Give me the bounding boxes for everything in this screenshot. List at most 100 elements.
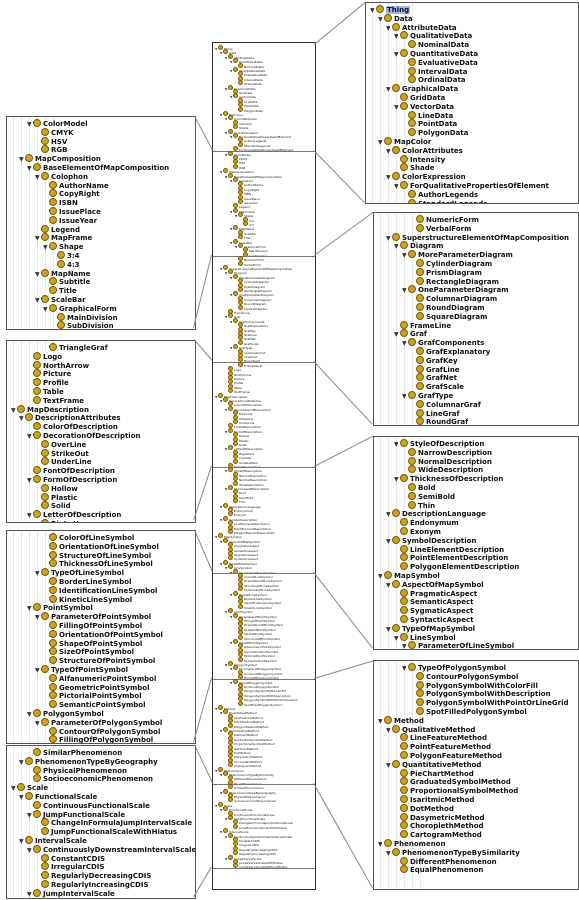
overview-tree-node[interactable]: ▼ AspectOfMapSymbol <box>220 537 260 544</box>
overview-tree-node[interactable]: ▼ FormOfDescription <box>225 427 262 434</box>
tree-node[interactable]: JumpIntervalScaleWithHiatus <box>35 897 167 898</box>
tree-node[interactable]: ThicknessOfLineSymbol <box>43 559 153 568</box>
tree-node[interactable]: Hollow <box>35 483 78 493</box>
tree-node[interactable]: ▼ StyleOfDescription <box>394 439 484 448</box>
overview-tree-node[interactable]: ▼ QuantitativeData <box>230 67 265 73</box>
tree-node[interactable]: StructureOfLineSymbol <box>43 550 151 560</box>
expand-triangle-icon[interactable]: ▼ <box>402 643 407 650</box>
overview-tree-node[interactable]: ▼ AttributeData <box>225 53 254 60</box>
overview-tree-node[interactable]: PolygonData <box>235 106 263 113</box>
tree-node[interactable]: CartogramMethod <box>394 830 482 839</box>
expand-triangle-icon[interactable]: ▼ <box>35 173 40 181</box>
expand-triangle-icon[interactable]: ▼ <box>402 340 407 348</box>
tree-node[interactable]: ColumnarDiagram <box>410 294 497 303</box>
tree-node[interactable]: SygmaticAspect <box>394 606 473 615</box>
expand-triangle-icon[interactable]: ▼ <box>386 86 391 94</box>
expand-triangle-icon[interactable]: ▼ <box>27 811 32 819</box>
tree-node[interactable]: IrregularCDIS <box>35 862 104 871</box>
expand-triangle-icon[interactable]: ▼ <box>19 156 24 164</box>
overview-tree-node[interactable]: ▼ DecorationOfDescription <box>225 405 271 412</box>
overview-tree-node[interactable]: CartogramMethod <box>225 762 261 768</box>
overview-tree-node[interactable]: ▼ DescriptionAttributes <box>220 397 261 403</box>
tree-node[interactable]: ▼ JumpFunctionalScale <box>27 809 125 819</box>
tree-node[interactable]: ContinuousFunctionalScale <box>27 800 150 810</box>
overview-tree-node[interactable]: ▼ Colophon <box>230 177 253 183</box>
overview-tree-node[interactable]: TextFrame <box>225 388 249 394</box>
overview-tree-node[interactable]: ▼ MapFrame <box>230 207 255 214</box>
tree-node[interactable]: ▼ ColorAttributes <box>386 145 463 155</box>
tree-node[interactable]: SemanticPointSymbol <box>43 700 145 709</box>
tree-node[interactable]: PolygonSymbolWithDescription <box>410 689 551 698</box>
tree-node[interactable]: ▼ TypeOfPointSymbol <box>35 665 128 674</box>
overview-tree-node[interactable]: ▼ JumpFunctionalScale <box>225 815 265 821</box>
tree-node[interactable]: GeometricPointSymbol <box>43 682 149 692</box>
tree-node[interactable]: DasymetricMethod <box>394 812 485 822</box>
tree-node[interactable]: ▼ ForQualitativePropertiesOfElement <box>394 181 549 190</box>
tree-node[interactable]: PointData <box>402 119 457 128</box>
overview-tree-node[interactable]: ▼ IntervalScale <box>220 828 249 834</box>
tree-node[interactable]: OrientationOfLineSymbol <box>43 541 159 551</box>
tree-node[interactable]: RegularlyDecreasingCDIS <box>35 871 151 880</box>
expand-triangle-icon[interactable]: ▼ <box>43 305 48 313</box>
overview-tree-node[interactable]: ▼ MapSymbol <box>215 533 242 539</box>
tree-node[interactable]: SemanticAspect <box>394 597 474 606</box>
overview-tree-node[interactable]: Solid <box>230 441 246 447</box>
overview-tree-node[interactable]: PolygonElementDescription <box>225 529 275 535</box>
tree-node[interactable]: ▼ QuantitativeMethod <box>386 759 481 769</box>
expand-triangle-icon[interactable]: ▼ <box>35 297 40 304</box>
tree-node[interactable]: SyntacticAspect <box>394 615 474 624</box>
overview-tree-node[interactable]: ▼ TypeOfPointSymbol <box>230 639 268 645</box>
expand-triangle-icon[interactable]: ▼ <box>394 634 399 642</box>
overview-tree-node[interactable]: ▼ ParameterOfPolygonSymbol <box>230 665 281 671</box>
tree-node[interactable]: ▼ VectorData <box>394 101 454 111</box>
expand-triangle-icon[interactable]: ▼ <box>27 711 32 718</box>
expand-triangle-icon[interactable]: ▼ <box>19 794 24 801</box>
tree-node[interactable]: GrafLine <box>410 364 460 374</box>
tree-node[interactable]: ▼ MapFrame <box>35 233 92 242</box>
overview-tree-node[interactable]: ▼ QualitativeData <box>230 58 263 64</box>
overview-tree-node[interactable]: ▼ Scale <box>215 801 232 808</box>
overview-tree-node[interactable]: VerbalForm <box>235 260 261 267</box>
tree-node[interactable]: StructureOfPointSymbol <box>43 656 155 665</box>
overview-tree-node[interactable]: ▼ QualitativeMethod <box>220 709 257 715</box>
overview-tree-node[interactable]: RGB <box>230 163 245 170</box>
overview-tree-node[interactable]: OrdinalData <box>235 80 262 86</box>
tree-node[interactable]: SimilarPhenomenon <box>27 748 122 757</box>
tree-node[interactable]: GrafKey <box>410 355 458 365</box>
tree-node[interactable]: FontOfDescription <box>27 466 115 475</box>
tree-node[interactable]: ▼ ColorExpression <box>386 172 466 181</box>
overview-tree-node[interactable]: SocioeconomicPhenomenon <box>225 797 276 803</box>
expand-triangle-icon[interactable]: ▼ <box>35 719 40 727</box>
tree-node[interactable]: ▼ SymbolDescription <box>386 535 476 545</box>
overview-tree-node[interactable]: ▼ QuantitativeMethod <box>220 727 259 733</box>
expand-triangle-icon[interactable]: ▼ <box>378 717 383 725</box>
tree-node[interactable]: AuthorLegends <box>402 189 478 199</box>
expand-triangle-icon[interactable]: ▼ <box>386 511 391 519</box>
tree-node[interactable]: OrdinalData <box>402 75 466 84</box>
overview-tree-node[interactable]: ▼ MoreParameterDiagram <box>230 273 275 280</box>
tree-node[interactable]: WideDescription <box>402 465 483 474</box>
overview-tree-node[interactable]: GrafScale <box>235 339 259 346</box>
tree-node[interactable]: ▼ LetterOfDescription <box>27 510 121 519</box>
overview-tree-node[interactable]: ▼ LetterOfDescription <box>225 445 263 451</box>
expand-triangle-icon[interactable]: ▼ <box>378 15 383 23</box>
tree-node[interactable]: PointFeatureMethod <box>394 742 491 751</box>
overview-tree-node[interactable]: ▼ Shape <box>235 212 253 218</box>
overview-tree-node[interactable]: ▼ TypeOfPolygonSymbol <box>230 678 272 685</box>
tree-node[interactable]: NorthArrow <box>27 360 89 370</box>
overview-tree-node[interactable]: ▼ TypeOfLineSymbol <box>230 590 267 597</box>
tree-node[interactable]: Subtitle <box>43 277 90 286</box>
expand-triangle-icon[interactable]: ▼ <box>11 406 16 414</box>
tree-node[interactable]: FillingOfPolygonSymbol <box>43 735 153 743</box>
overview-tree-node[interactable]: ▼ MapDescription <box>215 392 247 399</box>
tree-node[interactable]: BorderLineSymbol <box>43 577 132 586</box>
tree-node[interactable]: ProportionalSymbolMethod <box>394 786 518 795</box>
tree-node[interactable]: Thin <box>402 500 435 510</box>
tree-node[interactable]: GrafExplanatory <box>410 347 490 356</box>
expand-triangle-icon[interactable]: ▼ <box>402 252 407 260</box>
tree-node[interactable]: Legend <box>35 224 80 234</box>
expand-triangle-icon[interactable]: ▼ <box>394 476 399 484</box>
tree-node[interactable]: PolygonElementDescription <box>394 562 519 571</box>
tree-node[interactable]: ColorOfLineSymbol <box>43 533 134 542</box>
expand-triangle-icon[interactable]: ▼ <box>386 174 391 182</box>
